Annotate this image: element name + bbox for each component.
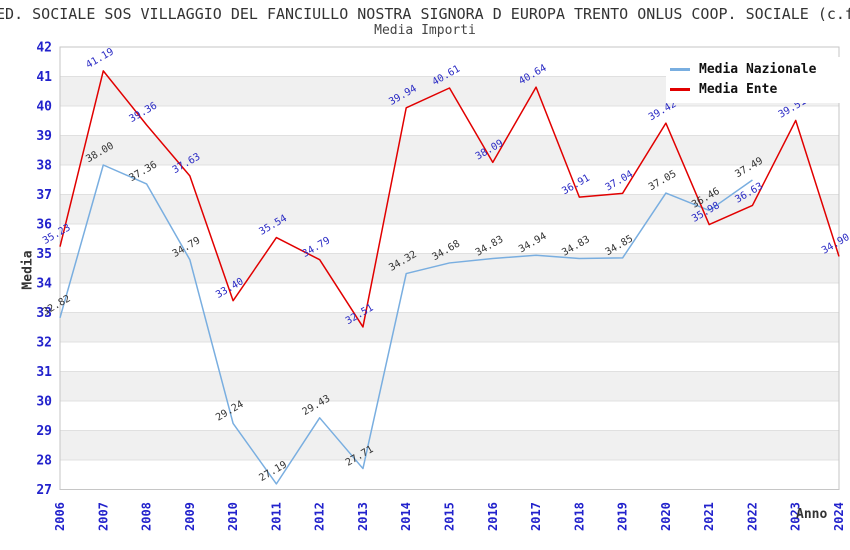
svg-text:40: 40 [36, 100, 52, 115]
svg-text:2016: 2016 [486, 502, 500, 531]
chart-title: ED. SOCIALE SOS VILLAGGIO DEL FANCIULLO … [0, 5, 850, 23]
svg-text:41: 41 [36, 70, 52, 85]
svg-text:2010: 2010 [226, 502, 240, 531]
svg-text:2022: 2022 [745, 502, 759, 531]
plot-border [59, 46, 840, 490]
grid-bands [60, 76, 839, 460]
svg-text:2013: 2013 [356, 502, 370, 531]
svg-text:41.19: 41.19 [84, 46, 116, 71]
svg-text:42: 42 [36, 41, 52, 56]
svg-text:34.90: 34.90 [820, 232, 850, 257]
svg-text:2014: 2014 [399, 502, 413, 531]
svg-text:38: 38 [36, 159, 52, 174]
legend-item-nazionale: Media Nazionale [670, 59, 846, 79]
svg-text:31: 31 [36, 365, 52, 380]
svg-text:36: 36 [36, 218, 52, 233]
svg-text:2006: 2006 [53, 502, 67, 531]
x-axis-title: Anno [796, 507, 828, 522]
svg-text:2011: 2011 [269, 502, 283, 531]
chart-legend: Media Nazionale Media Ente [666, 57, 850, 103]
svg-text:29.24: 29.24 [214, 399, 246, 424]
series-line-0 [59, 164, 753, 485]
svg-text:28: 28 [36, 454, 52, 469]
svg-text:2021: 2021 [702, 502, 716, 531]
legend-label: Media Nazionale [699, 61, 817, 77]
svg-text:2017: 2017 [529, 502, 543, 531]
svg-text:2023: 2023 [789, 502, 803, 531]
svg-text:2019: 2019 [616, 502, 630, 531]
svg-text:2007: 2007 [96, 502, 110, 531]
svg-text:29: 29 [36, 424, 52, 439]
svg-text:2009: 2009 [183, 502, 197, 531]
svg-text:36.91: 36.91 [560, 173, 592, 198]
svg-text:32: 32 [36, 336, 52, 351]
svg-text:37: 37 [36, 188, 52, 203]
legend-label: Media Ente [699, 81, 778, 97]
svg-text:34: 34 [36, 277, 52, 292]
svg-text:35: 35 [36, 247, 52, 262]
y-axis-title: Media [20, 250, 36, 290]
legend-item-ente: Media Ente [670, 79, 846, 99]
svg-text:2008: 2008 [140, 502, 154, 531]
y-tick-labels: 27 28 29 30 31 32 33 34 35 36 37 38 39 40 41 42 [36, 41, 52, 499]
series-line-1 [59, 70, 840, 328]
svg-text:33: 33 [36, 306, 52, 321]
svg-text:2012: 2012 [313, 502, 327, 531]
nazionale-line-swatch [670, 67, 690, 71]
svg-text:37.05: 37.05 [647, 169, 679, 194]
svg-text:27: 27 [36, 483, 52, 498]
svg-text:2018: 2018 [572, 502, 586, 531]
x-tick-labels: 2006 2007 2008 2009 2010 2011 2012 2013 2014 2015… [53, 502, 846, 531]
svg-text:39: 39 [36, 129, 52, 144]
svg-text:30: 30 [36, 395, 52, 410]
ente-line-swatch [670, 87, 690, 91]
svg-text:2015: 2015 [443, 502, 457, 531]
chart-subtitle: Media Importi [374, 23, 476, 38]
svg-text:2020: 2020 [659, 502, 673, 531]
svg-text:34.94: 34.94 [517, 231, 549, 256]
svg-text:2024: 2024 [832, 502, 846, 531]
chart-title-wrap: ED. SOCIALE SOS VILLAGGIO DEL FANCIULLO … [0, 5, 850, 23]
